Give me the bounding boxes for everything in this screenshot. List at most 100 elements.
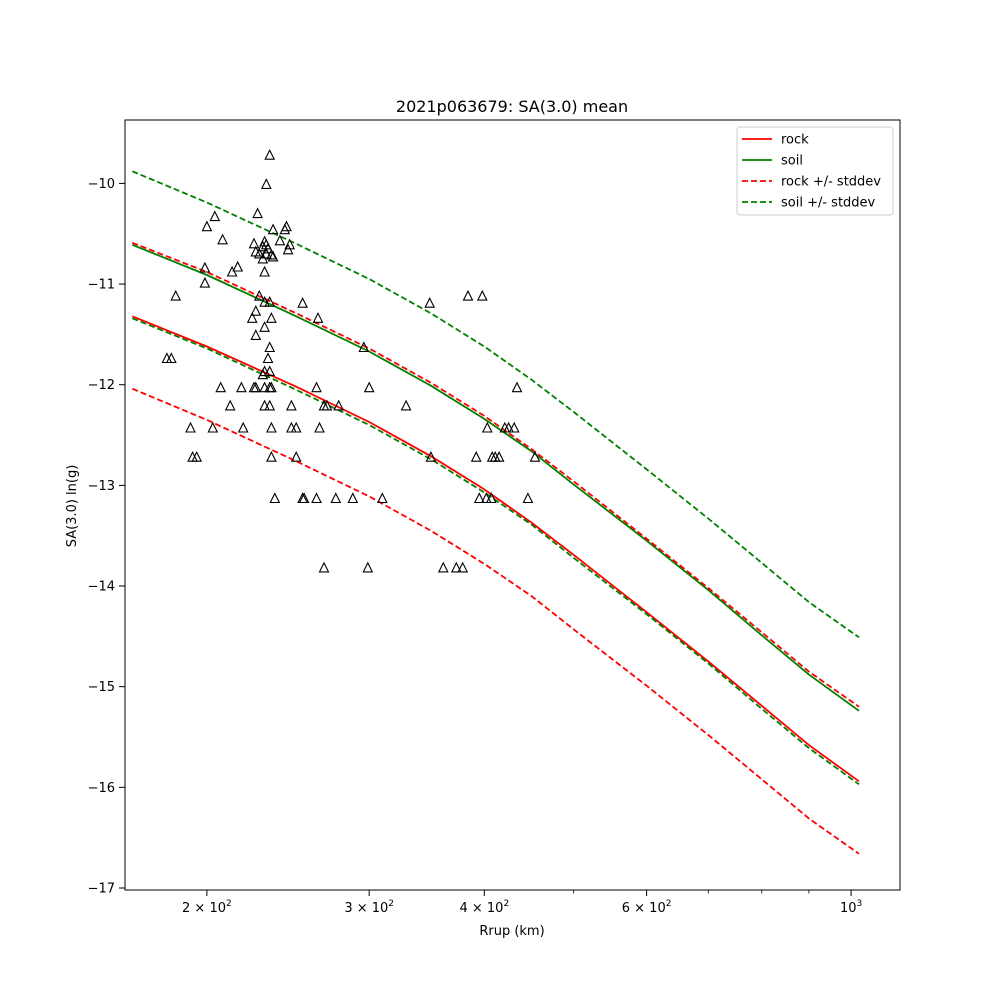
observation-point-94 [347, 492, 359, 504]
observation-point-50 [215, 381, 227, 393]
observation-point-43 [358, 341, 370, 353]
observation-point-2 [252, 207, 263, 219]
x-tick-label-4: 103 [840, 899, 862, 916]
y-tick-label-4: −14 [88, 580, 115, 595]
observation-point-11 [248, 237, 260, 249]
observation-point-103 [450, 561, 462, 573]
observation-point-5 [267, 223, 279, 235]
x-tick-label-1: 3 × 102 [344, 899, 394, 916]
legend-label-3: soil +/- stddev [781, 196, 876, 211]
y-tick-label-6: −16 [88, 781, 115, 796]
observation-point-73 [290, 421, 302, 433]
plot-frame [124, 119, 901, 891]
observation-point-34 [297, 296, 308, 308]
observation-point-89 [269, 492, 281, 504]
data-lines [131, 170, 860, 855]
observation-point-80 [191, 450, 203, 462]
observation-point-93 [330, 492, 342, 504]
series-line-1 [131, 243, 860, 712]
observation-point-29 [253, 289, 265, 301]
observation-point-59 [511, 381, 523, 393]
observation-point-48 [264, 365, 276, 377]
series-line-5 [131, 317, 860, 786]
x-axis-ticks: 2 × 102 3 × 102 4 × 102 6 × 102 103 [182, 890, 862, 916]
observation-point-41 [250, 329, 262, 340]
legend-label-2: rock +/- stddev [781, 175, 881, 190]
y-tick-label-5: −15 [88, 680, 115, 695]
y-tick-label-3: −13 [88, 479, 115, 494]
observation-point-31 [476, 289, 488, 301]
legend-label-1: soil [781, 154, 803, 169]
observation-point-42 [264, 341, 276, 353]
observation-point-84 [470, 450, 482, 462]
observation-point-99 [522, 492, 534, 504]
observation-point-75 [481, 421, 493, 433]
observation-point-53 [250, 381, 262, 393]
observation-point-67 [400, 399, 412, 411]
observation-point-24 [199, 261, 211, 273]
observation-point-62 [264, 399, 276, 411]
observation-point-1 [260, 178, 272, 189]
observation-point-65 [321, 399, 333, 411]
x-tick-label-3: 6 × 102 [622, 899, 672, 916]
observation-point-4 [201, 220, 213, 232]
observation-point-81 [266, 450, 277, 462]
observation-point-101 [362, 561, 374, 573]
y-axis-label: SA(3.0) ln(g) [65, 465, 80, 548]
observation-point-51 [236, 381, 247, 393]
observation-point-98 [485, 492, 497, 504]
observation-point-40 [259, 321, 270, 332]
legend-box [736, 126, 894, 216]
observation-point-22 [257, 252, 269, 264]
y-axis-ticks: −10 −11 −12 −13 −14 −15 −16 −17 [88, 177, 125, 896]
observation-point-82 [290, 450, 302, 462]
observation-point-104 [457, 561, 469, 573]
x-tick-label-2: 4 × 102 [459, 899, 509, 916]
observation-point-70 [237, 421, 249, 433]
series-line-2 [131, 241, 860, 708]
observation-point-39 [312, 312, 324, 323]
observation-point-66 [333, 399, 345, 411]
observation-point-57 [311, 381, 322, 393]
observation-point-14 [257, 240, 269, 252]
observation-point-83 [425, 450, 437, 462]
observation-point-25 [226, 265, 238, 277]
observation-point-49 [257, 368, 269, 380]
observation-point-56 [266, 381, 277, 393]
observation-point-91 [298, 492, 310, 504]
observation-point-26 [259, 265, 270, 277]
observation-point-30 [462, 289, 474, 301]
observation-point-38 [266, 312, 277, 323]
y-tick-label-2: −12 [88, 378, 115, 393]
observation-point-77 [503, 421, 514, 433]
observation-point-69 [207, 421, 219, 433]
y-tick-label-0: −10 [88, 177, 115, 192]
observation-point-45 [165, 352, 177, 364]
observation-point-100 [318, 561, 330, 573]
series-line-3 [131, 387, 860, 855]
observation-point-63 [286, 399, 297, 411]
y-tick-label-1: −11 [88, 278, 115, 293]
observation-point-20 [266, 248, 277, 260]
observation-point-68 [185, 421, 196, 433]
observation-point-16 [282, 243, 294, 255]
observation-point-37 [246, 312, 258, 323]
observation-point-60 [224, 399, 236, 411]
observation-point-0 [264, 148, 276, 160]
observation-point-74 [314, 421, 325, 433]
observation-point-95 [376, 492, 388, 504]
observation-point-87 [493, 450, 505, 462]
observation-point-46 [262, 352, 274, 364]
observation-point-92 [311, 492, 322, 504]
x-tick-label-0: 2 × 102 [182, 899, 232, 916]
observation-point-88 [529, 450, 541, 462]
observation-point-18 [253, 247, 265, 259]
observation-point-10 [274, 234, 286, 246]
observation-point-96 [473, 492, 485, 504]
observation-point-27 [199, 276, 211, 288]
observation-point-78 [508, 421, 520, 433]
observation-point-36 [250, 304, 262, 316]
y-tick-label-7: −17 [88, 881, 115, 896]
observation-point-8 [217, 233, 228, 245]
